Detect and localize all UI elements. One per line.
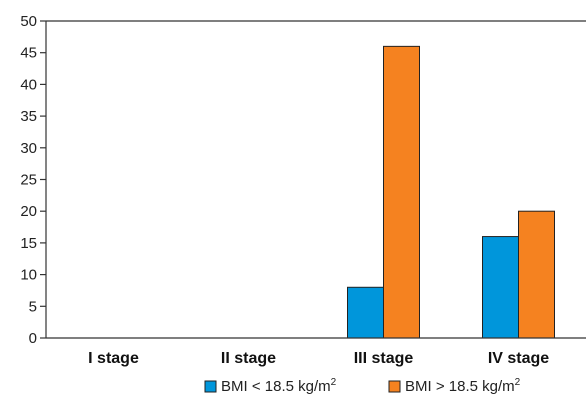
category-labels: I stage II stage III stage IV stage <box>88 350 549 367</box>
bar-iii-stage-series-1 <box>383 45 420 339</box>
legend: BMI < 18.5 kg/m2 BMI > 18.5 kg/m2 <box>204 377 521 395</box>
bars <box>347 45 555 339</box>
legend-swatch-bmi-under <box>204 380 217 393</box>
x-category-label: III stage <box>354 350 414 367</box>
y-tick-label: 25 <box>20 172 37 189</box>
y-tick-label: 0 <box>29 330 37 347</box>
legend-label-bmi-under: BMI < 18.5 kg/m2 <box>221 377 337 395</box>
y-axis-ticks: 0 5 10 15 20 25 30 35 40 45 50 <box>20 13 46 347</box>
y-tick-label: 15 <box>20 235 37 252</box>
y-tick-label: 50 <box>20 13 37 30</box>
y-tick-label: 35 <box>20 108 37 125</box>
y-tick-label: 30 <box>20 140 37 157</box>
y-tick-label: 10 <box>20 267 37 284</box>
y-tick-label: 20 <box>20 203 37 220</box>
y-tick-label: 40 <box>20 76 37 93</box>
x-category-label: I stage <box>88 350 139 367</box>
bar-iii-stage-series-0 <box>347 286 384 339</box>
legend-label-bmi-over: BMI > 18.5 kg/m2 <box>405 377 521 395</box>
legend-swatch-bmi-over <box>388 380 401 393</box>
x-category-label: IV stage <box>488 350 549 367</box>
y-tick-label: 5 <box>29 298 37 315</box>
y-tick-label: 45 <box>20 45 37 62</box>
bar-iv-stage-series-0 <box>482 236 519 339</box>
x-category-label: II stage <box>221 350 276 367</box>
bar-iv-stage-series-1 <box>518 210 555 339</box>
